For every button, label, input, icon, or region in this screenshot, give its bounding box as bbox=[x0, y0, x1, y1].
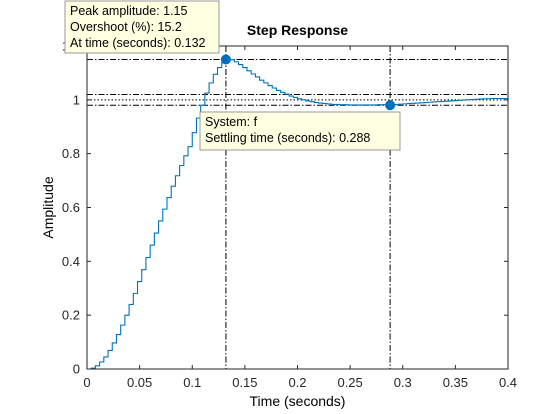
x-axis-label: Time (seconds) bbox=[250, 393, 346, 409]
x-tick-label: 0 bbox=[83, 375, 90, 390]
peak-datatip-line: At time (seconds): 0.132 bbox=[70, 36, 206, 50]
peak-marker bbox=[220, 54, 231, 65]
settling-datatip: System: f Settling time (seconds): 0.288 bbox=[199, 111, 401, 151]
settling-datatip-line: Settling time (seconds): 0.288 bbox=[205, 131, 370, 145]
x-tick-label: 0.4 bbox=[499, 375, 517, 390]
x-tick-label: 0.15 bbox=[232, 375, 257, 390]
axes-box bbox=[86, 45, 509, 370]
y-tick-label: 0.8 bbox=[62, 146, 80, 161]
settling-marker bbox=[385, 100, 396, 111]
step-response-line bbox=[87, 58, 508, 370]
peak-datatip-line: Peak amplitude: 1.15 bbox=[70, 4, 187, 18]
settling-datatip-line: System: f bbox=[205, 115, 258, 129]
y-tick-label: 0 bbox=[73, 362, 80, 377]
peak-datatip-box bbox=[64, 0, 220, 54]
y-tick-label: 0.2 bbox=[62, 308, 80, 323]
x-tick-label: 0.25 bbox=[337, 375, 362, 390]
x-tick-label: 0.2 bbox=[288, 375, 306, 390]
x-tick-label: 0.05 bbox=[127, 375, 152, 390]
y-tick-label: 0.6 bbox=[62, 200, 80, 215]
y-tick-label: 1 bbox=[73, 92, 80, 107]
x-tick-label: 0.1 bbox=[183, 375, 201, 390]
y-tick-label: 0.4 bbox=[62, 254, 80, 269]
chart-title: Step Response bbox=[247, 22, 348, 38]
ticks-group: 0 0.05 0.1 0.15 0.2 0.25 0.3 0.35 0.4 0 0.2 0.4 0.6 0… bbox=[62, 39, 517, 391]
series-group bbox=[87, 58, 508, 370]
annotations-group: Peak amplitude: 1.15 Overshoot (%): 15.2 A… bbox=[64, 0, 401, 151]
peak-datatip-line: Overshoot (%): 15.2 bbox=[70, 20, 182, 34]
reference-lines bbox=[87, 46, 508, 369]
settling-datatip-box bbox=[199, 111, 401, 151]
y-axis-label: Amplitude bbox=[40, 176, 56, 238]
peak-datatip: Peak amplitude: 1.15 Overshoot (%): 15.2 A… bbox=[64, 0, 220, 54]
markers-group bbox=[220, 54, 396, 111]
x-tick-label: 0.3 bbox=[394, 375, 412, 390]
x-tick-label: 0.35 bbox=[443, 375, 468, 390]
